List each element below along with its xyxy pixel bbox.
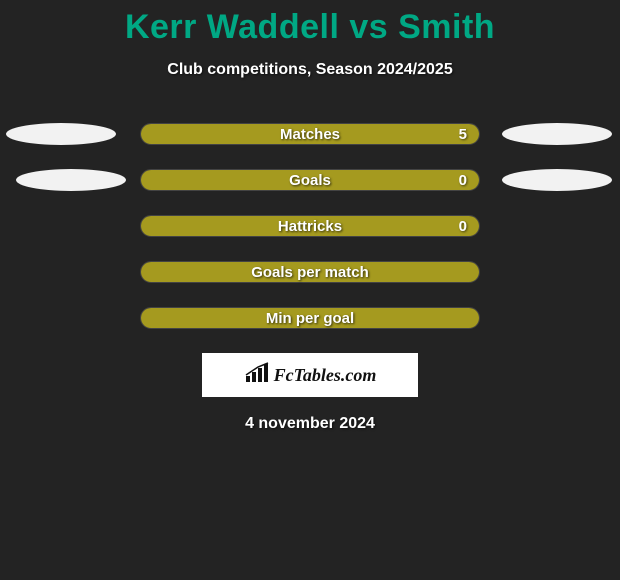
right-ellipse xyxy=(502,123,612,145)
source-badge: FcTables.com xyxy=(202,353,418,397)
stat-rows: Matches 5 Goals 0 Hattricks 0 Goals per match M… xyxy=(0,123,620,329)
stat-value: 0 xyxy=(459,172,467,189)
stat-label: Goals xyxy=(289,172,331,189)
page-subtitle: Club competitions, Season 2024/2025 xyxy=(0,61,620,79)
stat-label: Min per goal xyxy=(266,310,354,327)
right-ellipse xyxy=(502,169,612,191)
stat-bar: Matches 5 xyxy=(140,123,480,145)
stat-label: Hattricks xyxy=(278,218,342,235)
stat-row: Min per goal xyxy=(0,307,620,329)
stat-row: Matches 5 xyxy=(0,123,620,145)
chart-icon xyxy=(244,362,270,389)
date-text: 4 november 2024 xyxy=(0,415,620,433)
stat-bar: Goals 0 xyxy=(140,169,480,191)
stat-row: Hattricks 0 xyxy=(0,215,620,237)
stat-bar: Min per goal xyxy=(140,307,480,329)
stat-label: Matches xyxy=(280,126,340,143)
stat-value: 0 xyxy=(459,218,467,235)
stat-value: 5 xyxy=(459,126,467,143)
stat-row: Goals 0 xyxy=(0,169,620,191)
left-ellipse xyxy=(16,169,126,191)
stat-bar: Goals per match xyxy=(140,261,480,283)
stat-bar: Hattricks 0 xyxy=(140,215,480,237)
stat-label: Goals per match xyxy=(251,264,369,281)
badge-text: FcTables.com xyxy=(274,365,377,386)
stat-row: Goals per match xyxy=(0,261,620,283)
page-title: Kerr Waddell vs Smith xyxy=(0,0,620,47)
left-ellipse xyxy=(6,123,116,145)
